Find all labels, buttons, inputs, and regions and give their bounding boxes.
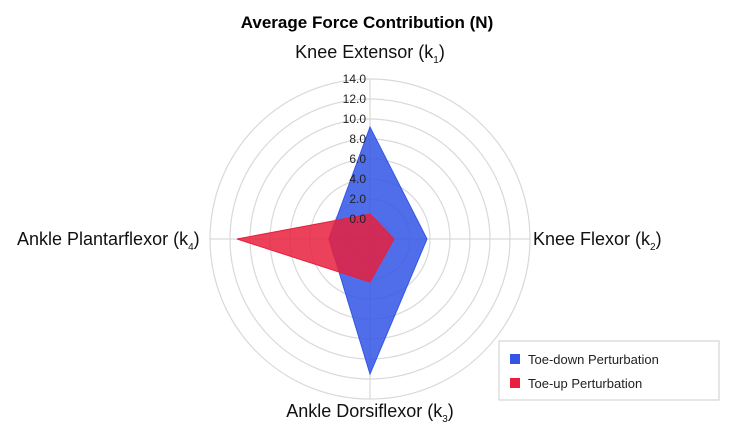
legend-swatch-toe-up — [510, 378, 520, 388]
radial-tick-label: 10.0 — [343, 112, 367, 126]
radial-tick-label: 4.0 — [349, 172, 366, 186]
series-layer — [236, 125, 428, 376]
radial-tick-labels: 0.0 2.0 4.0 6.0 8.0 10.0 12.0 14.0 — [343, 72, 367, 226]
series-area-toe-up — [236, 213, 395, 283]
axis-label-ankle-dorsiflexor: Ankle Dorsiflexor (k3) — [286, 401, 454, 425]
radial-tick-label: 14.0 — [343, 72, 367, 86]
axis-labels: Knee Extensor (k1) Knee Flexor (k2) Ankle … — [17, 42, 662, 425]
legend: Toe-down Perturbation Toe-up Perturbatio… — [498, 340, 720, 401]
chart-title: Average Force Contribution (N) — [241, 13, 494, 32]
legend-swatch-toe-down — [510, 354, 520, 364]
legend-label-toe-up: Toe-up Perturbation — [528, 376, 642, 391]
axis-label-ankle-plantarflexor: Ankle Plantarflexor (k4) — [17, 229, 200, 253]
axis-label-knee-flexor: Knee Flexor (k2) — [533, 229, 662, 253]
legend-box — [498, 340, 720, 401]
radial-tick-label: 2.0 — [349, 192, 366, 206]
radial-tick-label: 0.0 — [349, 212, 366, 226]
radial-tick-label: 8.0 — [349, 132, 366, 146]
legend-label-toe-down: Toe-down Perturbation — [528, 352, 659, 367]
axis-label-knee-extensor: Knee Extensor (k1) — [295, 42, 445, 66]
radial-tick-label: 6.0 — [349, 152, 366, 166]
radial-tick-label: 12.0 — [343, 92, 367, 106]
